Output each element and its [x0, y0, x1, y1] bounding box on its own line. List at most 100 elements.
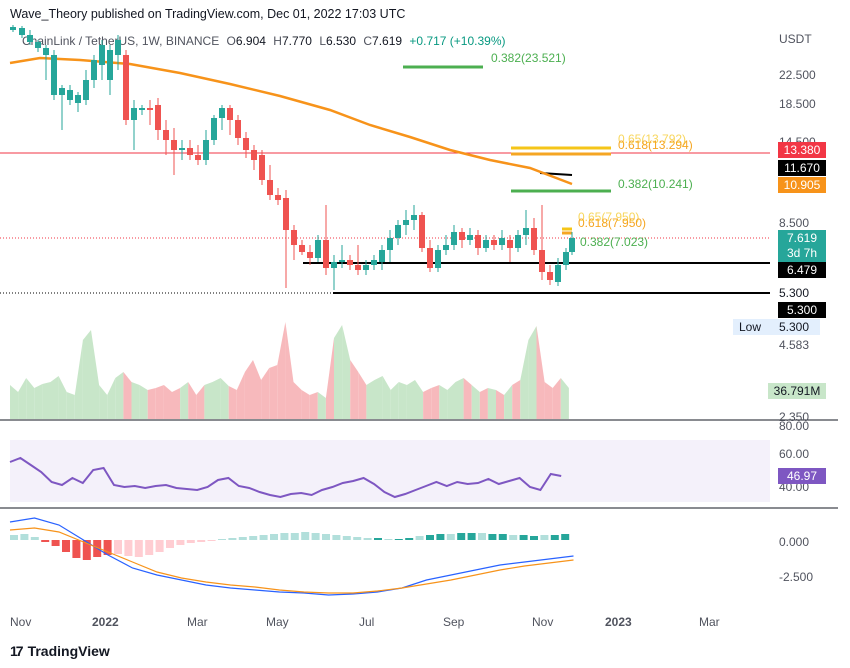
candle-body	[275, 195, 281, 200]
candle-body	[195, 155, 201, 160]
candle-body	[483, 240, 489, 248]
candle-body	[307, 252, 313, 258]
macd-line[interactable]	[9, 517, 574, 596]
macd-bar	[20, 534, 29, 540]
volume-histogram[interactable]	[10, 322, 569, 419]
volume-area	[66, 392, 75, 419]
candle-body	[427, 248, 433, 268]
macd-bar	[166, 540, 174, 548]
volume-area	[520, 340, 529, 419]
volume-area	[342, 325, 351, 419]
macd-bar	[530, 536, 538, 540]
candle-body	[163, 130, 169, 140]
rsi-line[interactable]	[9, 456, 562, 499]
macd-bar	[311, 533, 320, 540]
volume-area	[34, 384, 43, 419]
volume-area	[317, 392, 326, 419]
rsi-tick: 80.00	[779, 419, 809, 433]
volume-area	[236, 372, 245, 419]
volume-area	[42, 382, 51, 419]
volume-area	[18, 378, 27, 419]
countdown: 3d 7h	[786, 246, 818, 260]
macd-signal-line[interactable]	[9, 527, 574, 594]
macd-bar	[145, 540, 154, 555]
macd-histogram[interactable]	[10, 532, 570, 560]
volume-area	[536, 326, 545, 419]
volume-area	[220, 378, 229, 419]
fib-label: 0.65(13.792)	[618, 132, 686, 146]
macd-bar	[405, 538, 414, 540]
macd-bar	[238, 537, 247, 540]
rsi-band	[10, 440, 770, 502]
volume-area	[91, 330, 100, 419]
candle-body	[227, 108, 233, 120]
fib-label: 0.65(7.950)	[578, 210, 639, 224]
candle-body	[435, 250, 441, 268]
candle-body	[475, 235, 481, 248]
volume-area	[358, 372, 367, 419]
volume-area	[196, 385, 205, 419]
volume-area	[277, 322, 286, 419]
rsi-tick: 60.00	[779, 447, 809, 461]
candle-body	[27, 35, 33, 42]
volume-area	[26, 378, 35, 419]
volume-area	[366, 380, 375, 419]
volume-area	[560, 378, 569, 419]
high-value: 7.770	[281, 34, 312, 48]
high-label: H	[273, 34, 282, 48]
volume-area	[512, 380, 521, 419]
macd-bar	[384, 539, 393, 540]
tag-red-line: 13.380	[778, 142, 826, 158]
tradingview-logo-icon: 17	[10, 643, 24, 659]
candle-body	[43, 48, 49, 55]
volume-area	[479, 388, 488, 419]
macd-bar	[426, 535, 434, 540]
volume-area	[269, 365, 278, 419]
candle-body	[451, 232, 457, 245]
candle-body	[75, 95, 81, 103]
tag-support-6479: 6.479	[778, 262, 826, 278]
volume-area	[10, 385, 19, 419]
ema-line[interactable]	[9, 56, 573, 186]
candle-body	[219, 108, 225, 118]
candle-body	[569, 238, 575, 252]
candle-body	[347, 260, 353, 265]
candle-body	[235, 120, 241, 138]
tradingview-footer[interactable]: 17 TradingView	[10, 643, 110, 659]
volume-area	[204, 382, 213, 419]
volume-area	[82, 330, 91, 419]
macd-bar	[30, 537, 39, 540]
candle-body	[115, 40, 121, 55]
support-plain-label: 5.300	[779, 286, 810, 300]
candle-body	[67, 90, 73, 100]
candle-body	[10, 27, 16, 30]
macd-bar	[509, 535, 518, 540]
axis-tick: 18.500	[779, 97, 816, 111]
macd-bar	[155, 540, 164, 552]
tag-ema: 10.905	[778, 177, 826, 193]
macd-bar	[290, 533, 299, 540]
volume-area	[350, 360, 359, 419]
candle-body	[419, 215, 425, 248]
candlestick-series[interactable]	[10, 25, 575, 290]
volume-area	[334, 325, 343, 419]
time-tick: Mar	[699, 615, 720, 629]
macd-bar	[82, 540, 91, 560]
macd-bar	[488, 534, 497, 540]
candle-body	[339, 260, 345, 262]
volume-area	[228, 386, 237, 419]
macd-bar	[498, 534, 507, 540]
macd-bar	[114, 540, 122, 554]
candle-body	[371, 260, 377, 265]
candle-body	[491, 240, 497, 245]
volume-area	[293, 382, 302, 419]
macd-bar	[207, 540, 216, 541]
volume-area	[285, 322, 294, 419]
macd-bar	[218, 539, 226, 540]
volume-area	[180, 382, 189, 419]
tag-last-price: 7.619 3d 7h	[778, 230, 826, 262]
candle-body	[467, 235, 473, 240]
open-label: O	[226, 34, 236, 48]
macd-bar	[394, 539, 403, 540]
